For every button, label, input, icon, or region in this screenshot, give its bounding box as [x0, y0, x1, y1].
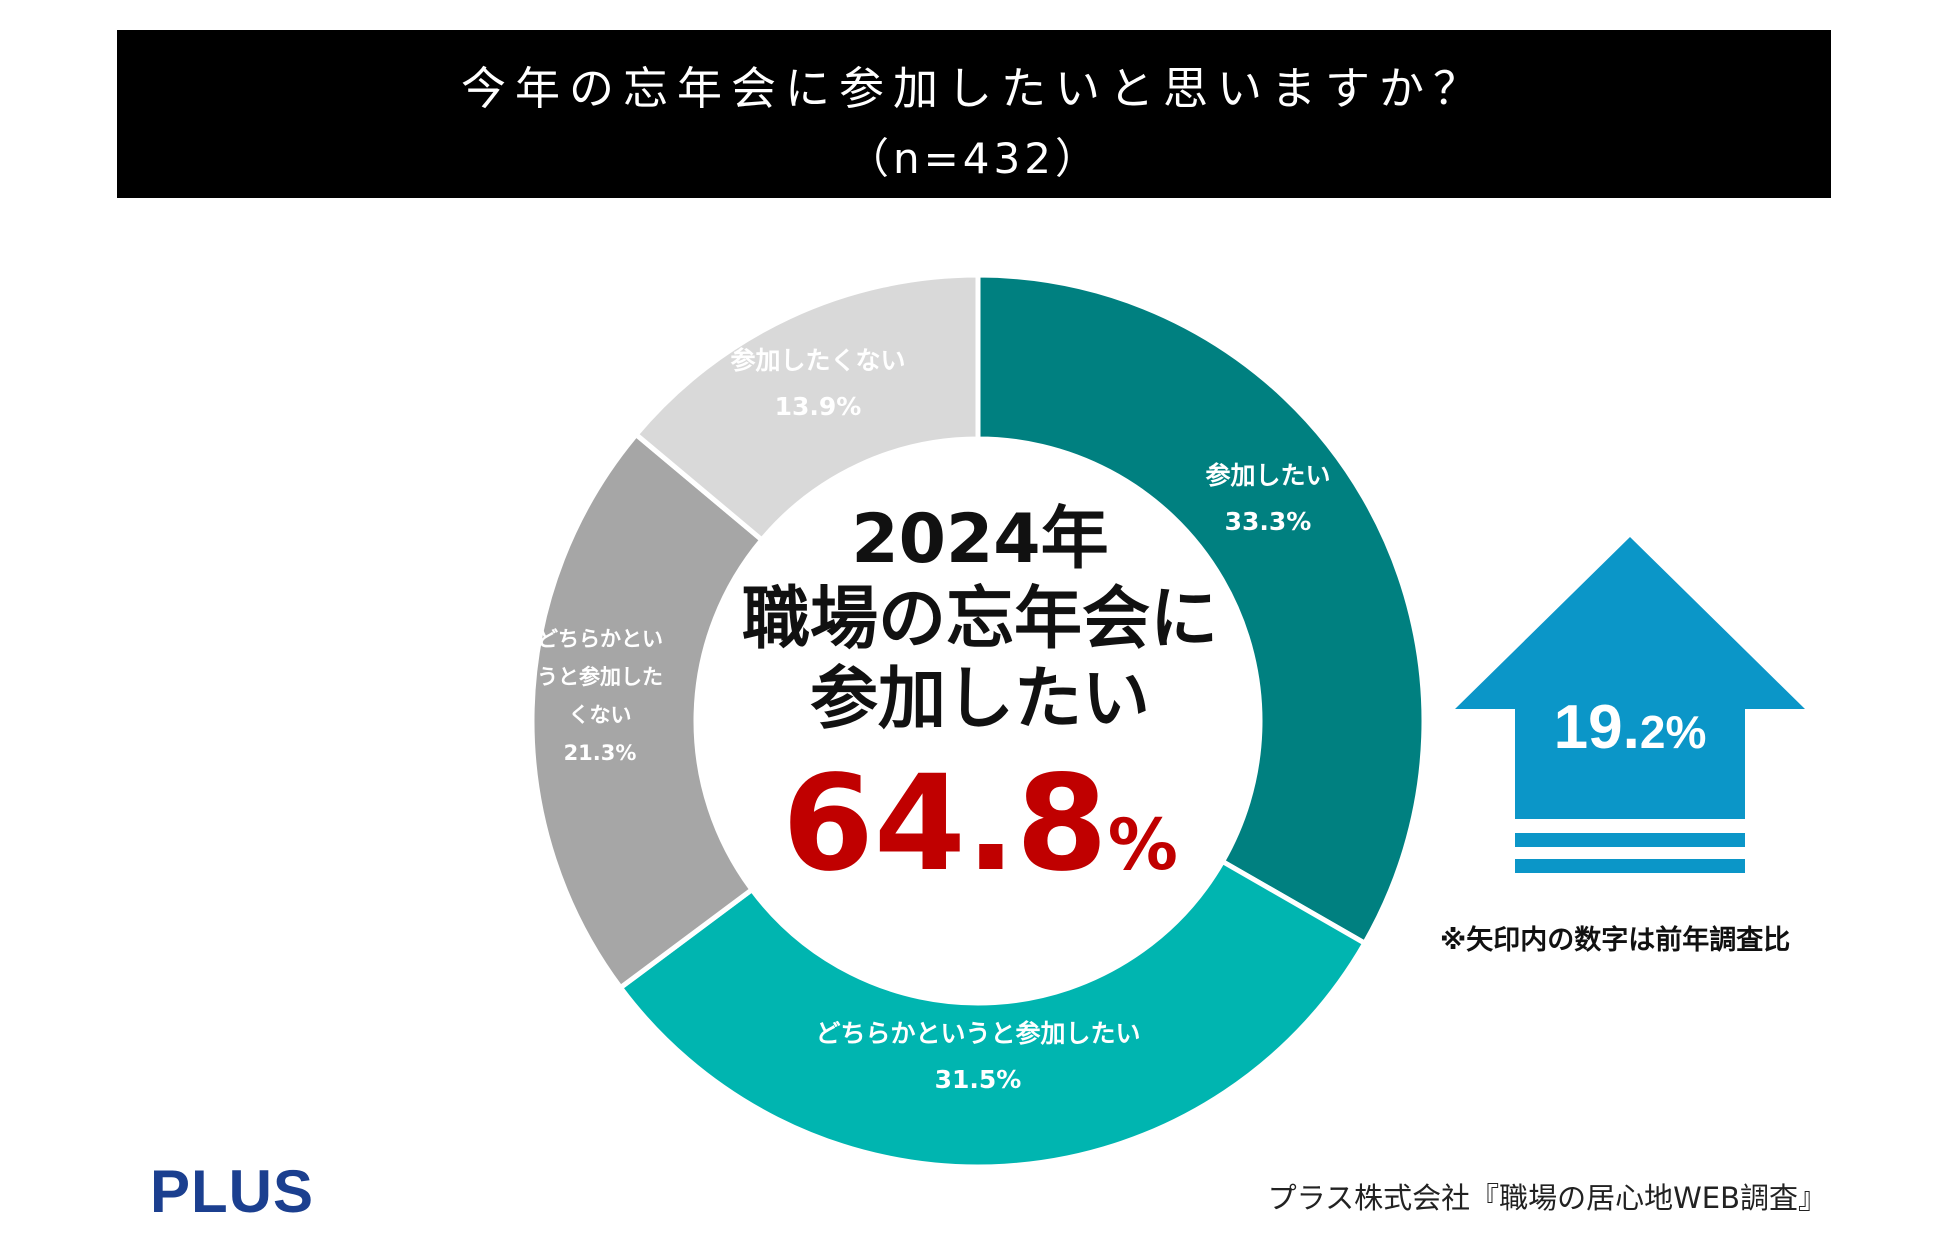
- slice-value-text: 33.3%: [1225, 507, 1312, 536]
- center-value-number: 64.8: [782, 747, 1108, 901]
- source-text: プラス株式会社『職場の居心地WEB調査』: [1267, 1181, 1827, 1215]
- arrow-value-small: 2%: [1639, 706, 1707, 758]
- slice-name-text: くない: [569, 703, 632, 727]
- arrow-note: ※矢印内の数字は前年調査比: [1440, 925, 1791, 956]
- sample-size: （n=432）: [847, 134, 1101, 183]
- slice-label-sanka-shitakunai: 参加したくない 13.9%: [730, 346, 905, 421]
- slice-value-text: 21.3%: [564, 741, 637, 765]
- slice-name-text: どちらかとい: [537, 627, 663, 651]
- center-line2: 参加したい: [809, 660, 1150, 739]
- slice-name-text: 参加したくない: [730, 346, 905, 375]
- chart-title: 今年の忘年会に参加したいと思いますか？: [460, 62, 1487, 115]
- slice-name-text: うと参加した: [537, 665, 663, 689]
- slice-value-text: 31.5%: [935, 1065, 1022, 1094]
- slice-sanka-shitakunai: [632, 272, 981, 544]
- center-summary: 2024年 職場の忘年会に 参加したい 64.8%: [700, 500, 1260, 915]
- slice-label-dochiraka-sanka-shitai: どちらかというと参加したい 31.5%: [815, 1019, 1140, 1094]
- slice-value-text: 13.9%: [775, 392, 862, 421]
- arrow-value: 19.2%: [1455, 692, 1805, 763]
- slice-dochiraka-sanka-shitakunai: [529, 431, 766, 992]
- slice-dochiraka-sanka-shitai: [617, 858, 1369, 1170]
- slice-sanka-shitai: [975, 272, 1427, 947]
- center-value-unit: %: [1107, 804, 1178, 886]
- plus-logo: PLUS: [150, 1158, 315, 1225]
- center-line1: 職場の忘年会に: [741, 580, 1218, 659]
- chart-header: 今年の忘年会に参加したいと思いますか？ （n=432）: [117, 30, 1831, 198]
- center-year: 2024年: [851, 500, 1109, 579]
- slice-name-text: どちらかというと参加したい: [815, 1019, 1140, 1048]
- arrow-value-main: 19.: [1553, 693, 1640, 762]
- up-arrow-icon: [1455, 537, 1805, 873]
- center-value: 64.8%: [700, 754, 1260, 915]
- slice-label-sanka-shitai: 参加したい 33.3%: [1205, 461, 1330, 536]
- slice-name-text: 参加したい: [1205, 461, 1330, 490]
